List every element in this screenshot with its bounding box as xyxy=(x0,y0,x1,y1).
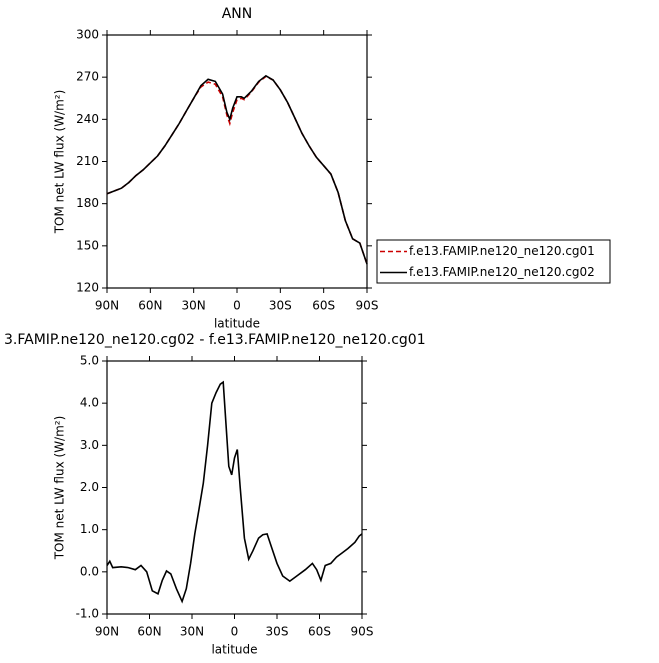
x-tick-label: 60S xyxy=(308,625,331,639)
y-tick-label: 5.0 xyxy=(80,354,99,368)
y-tick-label: 210 xyxy=(76,154,99,168)
y-tick-label: 270 xyxy=(76,70,99,84)
chart-title: 3.FAMIP.ne120_ne120.cg02 - f.e13.FAMIP.n… xyxy=(4,332,426,348)
y-tick-label: 2.0 xyxy=(80,480,99,494)
legend-label: f.e13.FAMIP.ne120_ne120.cg02 xyxy=(409,265,595,279)
x-tick-label: 0 xyxy=(231,625,239,639)
y-tick-label: 300 xyxy=(76,28,99,42)
y-tick-label: 4.0 xyxy=(80,396,99,410)
y-tick-label: 180 xyxy=(76,196,99,210)
series-line xyxy=(106,74,368,265)
chart-title: ANN xyxy=(222,6,253,22)
x-axis-label: latitude xyxy=(214,317,260,331)
x-tick-label: 60S xyxy=(312,299,335,313)
y-tick-label: 150 xyxy=(76,238,99,252)
plot-frame xyxy=(106,360,363,615)
y-tick-label: 1.0 xyxy=(80,522,99,536)
x-tick-label: 30N xyxy=(180,625,204,639)
plot-frame xyxy=(106,34,368,289)
y-tick-label: -1.0 xyxy=(76,607,99,621)
x-tick-label: 90S xyxy=(351,625,374,639)
y-axis-label: TOM net LW flux (W/m²) xyxy=(53,416,67,561)
x-tick-label: 90N xyxy=(95,299,119,313)
x-tick-label: 0 xyxy=(233,299,241,313)
y-tick-label: 120 xyxy=(76,281,99,295)
x-tick-label: 60N xyxy=(138,299,162,313)
y-tick-label: 240 xyxy=(76,112,99,126)
x-tick-label: 90N xyxy=(95,625,119,639)
x-tick-label: 60N xyxy=(137,625,161,639)
y-axis-label: TOM net LW flux (W/m²) xyxy=(53,90,67,235)
x-tick-label: 90S xyxy=(356,299,379,313)
y-tick-label: 0.0 xyxy=(80,564,99,578)
x-tick-label: 30S xyxy=(266,625,289,639)
legend-label: f.e13.FAMIP.ne120_ne120.cg01 xyxy=(409,244,595,258)
series-line xyxy=(106,380,363,604)
legend-box xyxy=(376,239,611,284)
x-tick-label: 30N xyxy=(182,299,206,313)
y-tick-label: 3.0 xyxy=(80,438,99,452)
x-axis-label: latitude xyxy=(211,643,257,657)
x-tick-label: 30S xyxy=(269,299,292,313)
